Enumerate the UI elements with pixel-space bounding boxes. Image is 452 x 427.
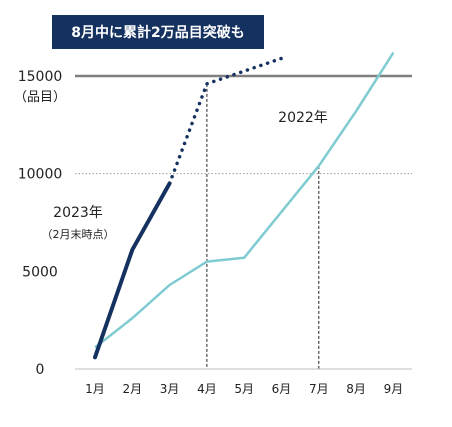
y-tick-label: 15000 [18, 69, 63, 85]
x-tick-label: 4月 [197, 382, 217, 396]
x-tick-label: 9月 [384, 382, 404, 396]
x-tick-label: 5月 [234, 382, 254, 396]
y-tick-label: 5000 [22, 264, 58, 280]
x-tick-label: 7月 [309, 382, 329, 396]
series-2022-label: 2022年 [278, 110, 328, 126]
series-2023-label: 2023年 [53, 205, 103, 221]
y-tick-label: 10000 [18, 167, 63, 183]
series-2023-line [93, 181, 172, 360]
series-2022-line [94, 51, 395, 349]
series-layer [93, 51, 395, 360]
x-tick-label: 6月 [272, 382, 292, 396]
grid-layer [75, 74, 412, 175]
label-layer: 0 5000 10000 15000 （品目） 1月 2月 3月 4月 5月 6月 7月 8月 9月 202… [14, 69, 403, 396]
x-tick-label: 1月 [85, 382, 105, 396]
x-tick-label: 3月 [160, 382, 180, 396]
y-unit-label: （品目） [14, 90, 66, 105]
x-tick-label: 2月 [122, 382, 142, 396]
y-tick-label: 0 [36, 362, 45, 378]
series-2023-projection-line [167, 56, 284, 186]
chart-banner: 8月中に累計2万品目突破も [52, 15, 264, 49]
x-tick-label: 8月 [346, 382, 366, 396]
series-2023-sublabel: （2月末時点） [42, 227, 115, 241]
marker-layer [206, 83, 320, 369]
